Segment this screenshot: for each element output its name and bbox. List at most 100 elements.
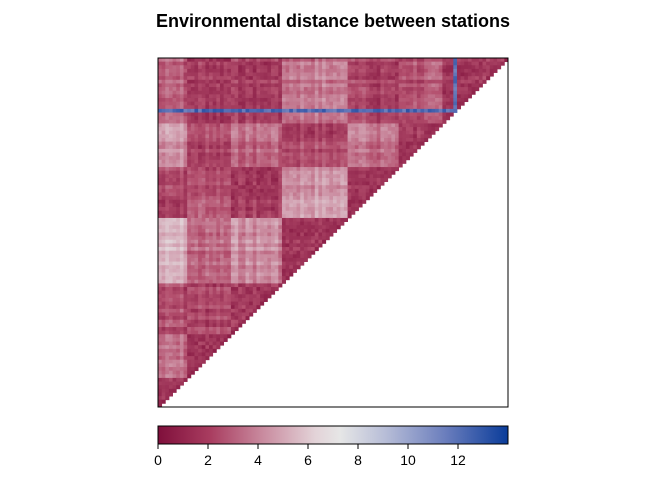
heatmap-cell bbox=[267, 137, 272, 143]
heatmap-cell bbox=[209, 108, 214, 113]
heatmap-cell bbox=[183, 58, 188, 63]
heatmap-cell bbox=[198, 105, 203, 110]
heatmap-cell bbox=[274, 72, 279, 77]
heatmap-cell bbox=[219, 134, 225, 139]
heatmap-cell bbox=[190, 330, 195, 335]
heatmap-cell bbox=[405, 94, 410, 99]
heatmap-cell bbox=[314, 177, 319, 183]
heatmap-cell bbox=[205, 207, 210, 212]
heatmap-cell bbox=[172, 345, 177, 350]
heatmap-cell bbox=[292, 76, 297, 81]
heatmap-cell bbox=[300, 148, 305, 153]
heatmap-cell bbox=[263, 87, 268, 92]
heatmap-cell bbox=[212, 137, 217, 143]
heatmap-cell bbox=[271, 90, 276, 95]
heatmap-cell bbox=[190, 68, 195, 73]
heatmap-cell bbox=[212, 108, 217, 113]
heatmap-cell bbox=[271, 83, 276, 88]
heatmap-cell bbox=[354, 177, 359, 183]
heatmap-cell bbox=[190, 177, 195, 183]
heatmap-cell bbox=[343, 152, 348, 157]
heatmap-cell bbox=[245, 261, 250, 266]
heatmap-cell bbox=[285, 221, 290, 226]
heatmap-cell bbox=[158, 268, 163, 273]
heatmap-cell bbox=[405, 116, 410, 121]
heatmap-cell bbox=[384, 116, 389, 121]
heatmap-cell bbox=[230, 101, 235, 106]
heatmap-cell bbox=[358, 174, 363, 179]
heatmap-cell bbox=[296, 58, 301, 63]
heatmap-cell bbox=[190, 141, 195, 146]
heatmap-cell bbox=[256, 174, 261, 179]
heatmap-cell bbox=[252, 108, 257, 113]
heatmap-cell bbox=[219, 312, 225, 317]
heatmap-cell bbox=[351, 76, 356, 81]
heatmap-cell bbox=[343, 163, 348, 168]
heatmap-cell bbox=[216, 170, 221, 175]
heatmap-cell bbox=[318, 101, 323, 106]
heatmap-cell bbox=[471, 90, 476, 95]
heatmap-cell bbox=[398, 90, 403, 95]
heatmap-cell bbox=[394, 90, 400, 95]
heatmap-cell bbox=[307, 127, 312, 132]
heatmap-cell bbox=[168, 58, 173, 63]
heatmap-cell bbox=[179, 297, 184, 302]
heatmap-cell bbox=[176, 123, 181, 128]
heatmap-cell bbox=[223, 83, 228, 88]
heatmap-cell bbox=[267, 174, 272, 179]
heatmap-cell bbox=[405, 68, 410, 73]
heatmap-cell bbox=[183, 334, 188, 339]
heatmap-cell bbox=[176, 250, 181, 255]
heatmap-cell bbox=[387, 79, 392, 84]
heatmap-cell bbox=[179, 108, 184, 113]
heatmap-cell bbox=[365, 152, 370, 157]
heatmap-cell bbox=[201, 156, 206, 161]
heatmap-cell bbox=[241, 134, 246, 139]
heatmap-cell bbox=[267, 232, 272, 237]
heatmap-cell bbox=[219, 119, 225, 124]
heatmap-cell bbox=[336, 119, 341, 124]
heatmap-cell bbox=[205, 294, 210, 299]
heatmap-cell bbox=[198, 239, 203, 244]
heatmap-cell bbox=[252, 145, 257, 150]
heatmap-cell bbox=[369, 145, 374, 150]
heatmap-cell bbox=[223, 185, 228, 190]
heatmap-cell bbox=[336, 185, 341, 190]
heatmap-cell bbox=[340, 134, 345, 139]
heatmap-cell bbox=[351, 79, 356, 84]
heatmap-cell bbox=[260, 156, 265, 161]
heatmap-cell bbox=[205, 127, 210, 132]
heatmap-cell bbox=[307, 76, 312, 81]
heatmap-cell bbox=[205, 130, 210, 135]
heatmap-cell bbox=[256, 279, 261, 284]
heatmap-cell bbox=[380, 181, 385, 186]
heatmap-cell bbox=[413, 134, 418, 139]
heatmap-cell bbox=[209, 305, 214, 310]
heatmap-cell bbox=[168, 141, 173, 146]
heatmap-cell bbox=[303, 210, 308, 215]
heatmap-cell bbox=[161, 185, 166, 190]
heatmap-cell bbox=[187, 268, 192, 273]
heatmap-cell bbox=[486, 58, 491, 63]
heatmap-cell bbox=[333, 94, 338, 99]
heatmap-cell bbox=[369, 87, 374, 92]
heatmap-cell bbox=[347, 83, 352, 88]
heatmap-cell bbox=[179, 192, 184, 197]
heatmap-cell bbox=[351, 61, 356, 66]
heatmap-cell bbox=[194, 334, 199, 339]
heatmap-cell bbox=[384, 76, 389, 81]
heatmap-cell bbox=[158, 352, 163, 357]
heatmap-cell bbox=[227, 76, 232, 81]
heatmap-cell bbox=[292, 236, 297, 241]
heatmap-cell bbox=[179, 367, 184, 372]
heatmap-cell bbox=[212, 272, 217, 277]
heatmap-cell bbox=[223, 334, 228, 339]
heatmap-cell bbox=[322, 65, 327, 70]
heatmap-cell bbox=[267, 123, 272, 128]
heatmap-cell bbox=[409, 76, 414, 81]
heatmap-cell bbox=[205, 112, 210, 117]
heatmap-cell bbox=[212, 301, 217, 306]
heatmap-cell bbox=[198, 345, 203, 350]
heatmap-cell bbox=[183, 119, 188, 124]
heatmap-cell bbox=[205, 297, 210, 302]
